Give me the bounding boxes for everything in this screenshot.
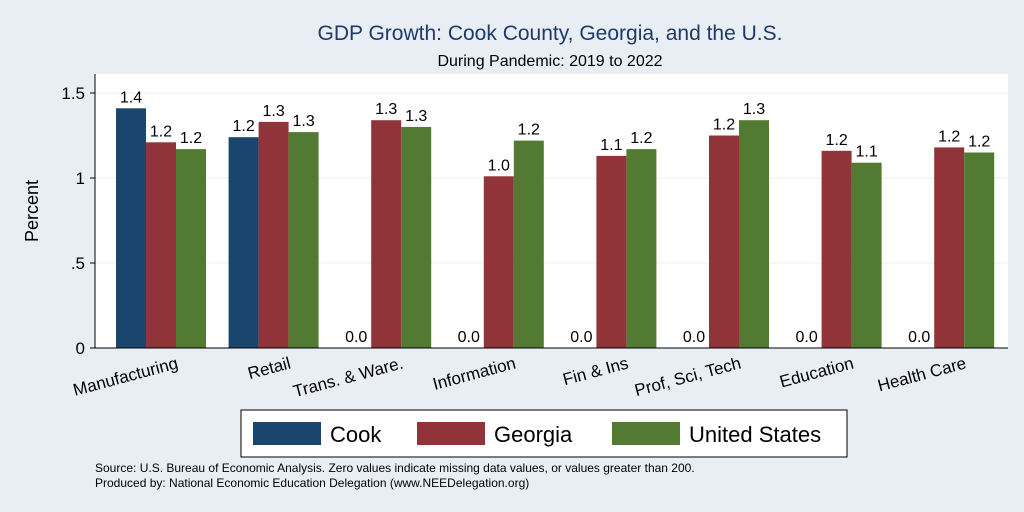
bar-georgia-trans-ware: [371, 120, 402, 348]
data-label-georgia-education: 1.2: [825, 132, 847, 149]
data-label-georgia-trans-ware: 1.3: [375, 101, 397, 118]
bar-united-states-information: [513, 140, 544, 348]
bar-georgia-health-care: [934, 147, 965, 348]
data-label-cook-manufacturing: 1.4: [120, 89, 142, 106]
y-tick-label: .5: [71, 254, 85, 273]
y-tick-label: 1.5: [61, 84, 85, 103]
data-label-cook-health-care: 0.0: [908, 329, 930, 346]
data-label-united-states-prof-sci-tech: 1.3: [743, 101, 765, 118]
data-label-united-states-information: 1.2: [518, 122, 540, 139]
bar-cook-retail: [228, 137, 259, 348]
bar-georgia-retail: [258, 121, 289, 349]
data-label-united-states-health-care: 1.2: [968, 134, 990, 151]
producer-note: Produced by: National Economic Education…: [95, 476, 529, 490]
bar-united-states-manufacturing: [176, 149, 206, 348]
data-label-georgia-information: 1.0: [488, 157, 510, 174]
bar-georgia-information: [483, 176, 514, 348]
legend-label-georgia: Georgia: [494, 422, 573, 447]
data-label-georgia-health-care: 1.2: [938, 128, 960, 145]
legend-label-cook: Cook: [330, 422, 382, 447]
data-label-cook-trans-ware: 0.0: [345, 329, 367, 346]
legend-swatch-cook: [253, 422, 321, 445]
data-label-united-states-trans-ware: 1.3: [405, 108, 427, 125]
legend-box: [240, 409, 848, 458]
bar-georgia-fin-ins: [596, 155, 627, 348]
chart-title: GDP Growth: Cook County, Georgia, and th…: [318, 22, 783, 45]
data-label-georgia-retail: 1.3: [262, 103, 284, 120]
bar-united-states-fin-ins: [626, 149, 657, 348]
bar-united-states-education: [851, 162, 882, 348]
bar-cook-manufacturing: [116, 108, 146, 348]
data-label-cook-prof-sci-tech: 0.0: [683, 329, 705, 346]
legend: Cook Georgia United States: [240, 409, 848, 458]
bar-georgia-prof-sci-tech: [709, 135, 739, 348]
legend-label-united-states: United States: [689, 422, 821, 447]
bar-united-states-health-care: [964, 152, 995, 348]
bar-united-states-prof-sci-tech: [739, 120, 769, 348]
bar-united-states-trans-ware: [401, 127, 432, 348]
data-label-united-states-manufacturing: 1.2: [180, 130, 202, 147]
data-label-united-states-retail: 1.3: [292, 113, 314, 130]
legend-swatch-georgia: [417, 422, 485, 445]
data-label-georgia-prof-sci-tech: 1.2: [713, 117, 735, 134]
bars: [116, 108, 995, 349]
chart-subtitle: During Pandemic: 2019 to 2022: [437, 53, 662, 70]
data-label-georgia-manufacturing: 1.2: [150, 123, 172, 140]
bar-georgia-manufacturing: [146, 142, 176, 348]
y-tick-label: 0: [76, 339, 85, 358]
bar-united-states-retail: [288, 132, 319, 348]
data-label-cook-education: 0.0: [795, 329, 817, 346]
data-label-united-states-fin-ins: 1.2: [630, 130, 652, 147]
data-label-united-states-education: 1.1: [855, 144, 877, 161]
data-label-cook-information: 0.0: [458, 329, 480, 346]
legend-swatch-united-states: [612, 422, 680, 445]
data-labels: 1.4 1.2 1.2 1.2 1.3 1.3 0.0 1.3 1.3 0.0 1.0 1.2 0.0 1…: [120, 89, 991, 346]
data-label-georgia-fin-ins: 1.1: [600, 137, 622, 154]
y-tick-label: 1: [76, 169, 85, 188]
bar-georgia-education: [821, 150, 852, 348]
source-note: Source: U.S. Bureau of Economic Analysis…: [95, 461, 695, 475]
data-label-cook-fin-ins: 0.0: [570, 329, 592, 346]
data-label-cook-retail: 1.2: [232, 118, 254, 135]
y-axis-label: Percent: [22, 180, 42, 242]
y-ticks: 0 .5 1 1.5: [61, 84, 95, 358]
